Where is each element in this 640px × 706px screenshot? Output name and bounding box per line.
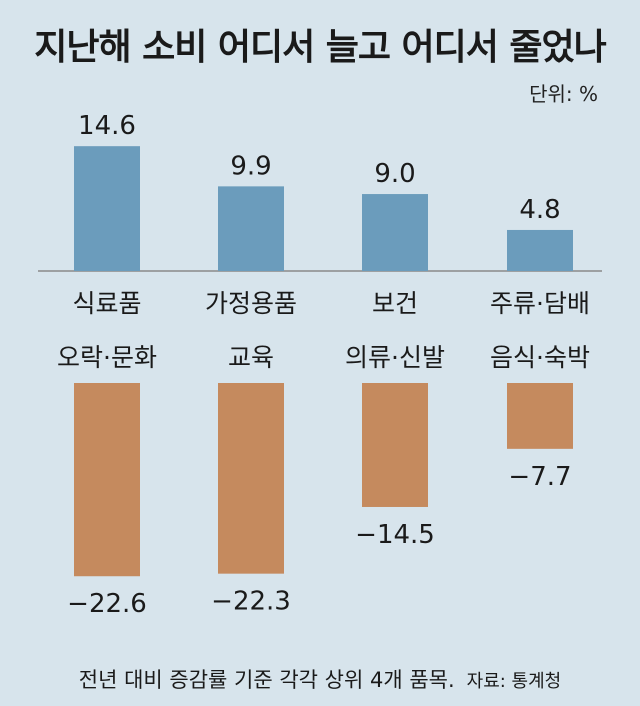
category-label-decrease-2: 의류·신발 <box>345 343 445 372</box>
bar-decrease-1 <box>218 383 284 574</box>
bar-increase-2 <box>362 194 428 271</box>
bar-decrease-0 <box>74 383 140 577</box>
footnote-text: 전년 대비 증감률 기준 각각 상위 4개 품목. <box>78 668 455 692</box>
value-label-decrease-2: −14.5 <box>355 520 435 550</box>
bar-decrease-3 <box>507 383 573 449</box>
value-label-increase-0: 14.6 <box>78 111 136 141</box>
value-label-decrease-3: −7.7 <box>508 462 571 492</box>
category-label-increase-0: 식료품 <box>72 289 141 318</box>
category-label-increase-2: 보건 <box>372 289 418 318</box>
category-label-increase-1: 가정용품 <box>205 289 297 318</box>
source-label: 자료: 통계청 <box>466 671 562 692</box>
value-label-increase-2: 9.0 <box>374 159 415 189</box>
unit-label: 단위: % <box>529 82 598 106</box>
bar-increase-1 <box>218 186 284 271</box>
category-label-increase-3: 주류·담배 <box>490 289 590 318</box>
value-label-decrease-1: −22.3 <box>211 587 291 617</box>
value-label-decrease-0: −22.6 <box>67 589 147 619</box>
bar-decrease-2 <box>362 383 428 507</box>
category-label-decrease-1: 교육 <box>228 343 274 372</box>
chart-title: 지난해 소비 어디서 늘고 어디서 줄었나 <box>34 27 607 68</box>
footnote: 전년 대비 증감률 기준 각각 상위 4개 품목. 자료: 통계청 <box>0 664 640 694</box>
bar-increase-3 <box>507 229 573 271</box>
value-label-increase-1: 9.9 <box>230 151 271 181</box>
value-label-increase-3: 4.8 <box>519 195 560 225</box>
bar-increase-0 <box>74 146 140 271</box>
category-label-decrease-3: 음식·숙박 <box>490 343 590 372</box>
category-label-decrease-0: 오락·문화 <box>57 343 157 372</box>
